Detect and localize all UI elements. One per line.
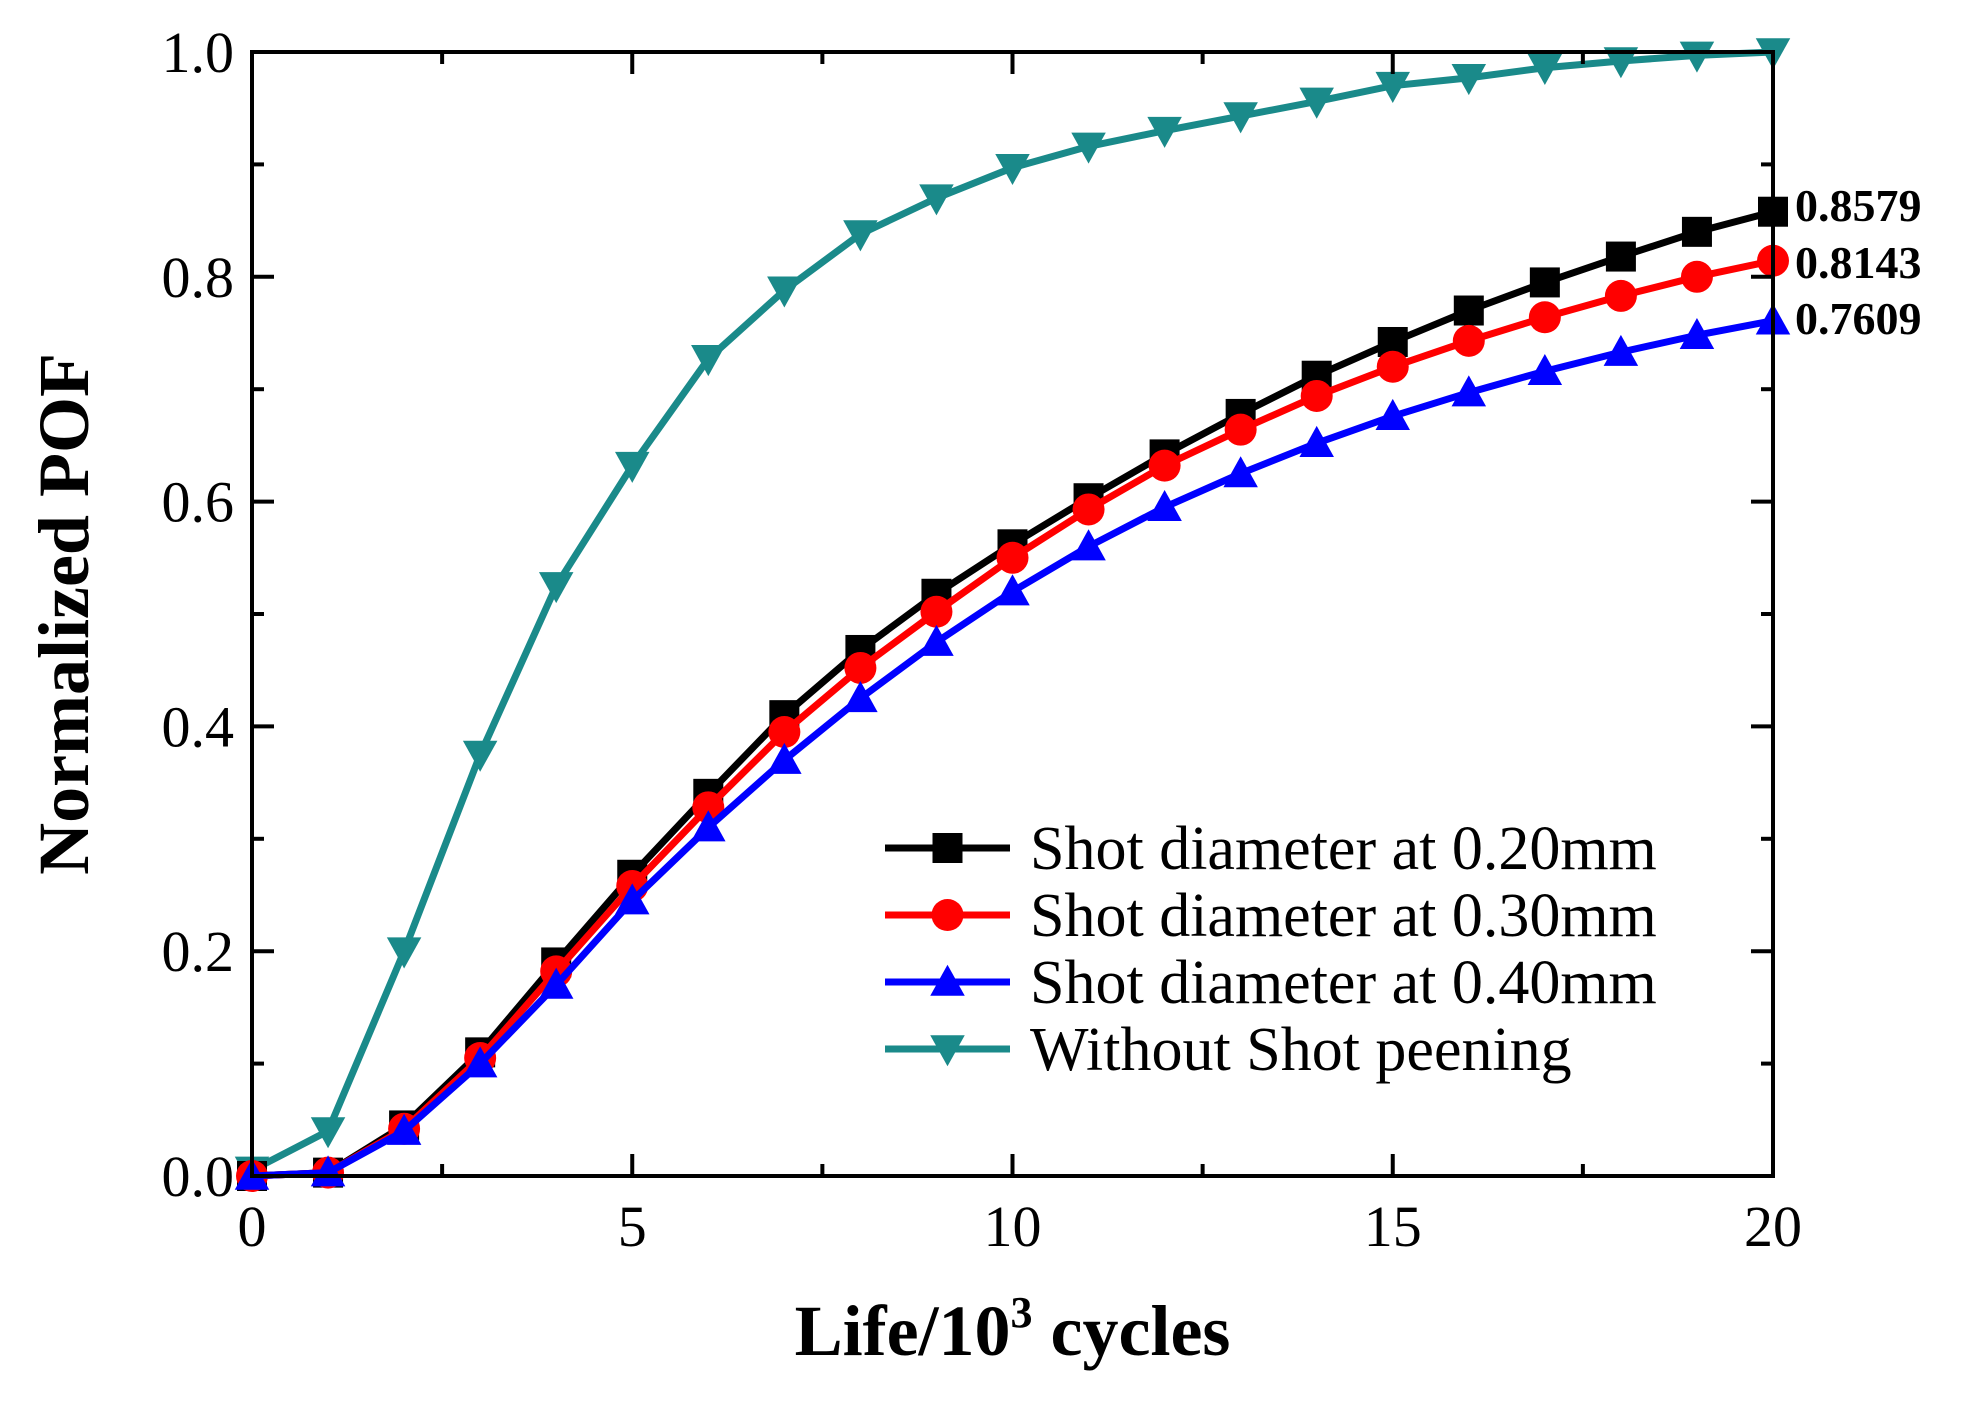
series-2-point [1148, 449, 1181, 482]
series-3-point [615, 883, 650, 915]
series-2-point [692, 791, 725, 824]
y-tick-label: 0.6 [162, 470, 235, 535]
series-1-point [1605, 241, 1636, 272]
series-1-point [1453, 295, 1484, 326]
x-tick-label: 15 [1364, 1194, 1422, 1259]
y-axis-title: Normalized POF [24, 353, 104, 875]
series-2-point [1300, 379, 1333, 412]
series-4-point [1527, 53, 1563, 85]
series-2-point [1528, 301, 1561, 334]
series-2-point [1072, 493, 1105, 526]
series-3-point [538, 967, 574, 999]
series-4-point [691, 345, 726, 377]
series-4-point [615, 451, 650, 483]
y-tick-label: 0.4 [162, 694, 235, 759]
y-tick-label: 0.0 [162, 1144, 235, 1209]
series-3-point [691, 810, 726, 842]
legend-entry-4: Without Shot peening [885, 1016, 1572, 1084]
legend-entry-3: Shot diameter at 0.40mm [885, 949, 1657, 1017]
series-1-point [1529, 267, 1560, 298]
series-3-point [919, 624, 954, 656]
series-1-point [1681, 216, 1712, 247]
series-2-point [1224, 413, 1257, 446]
series-3-point [1679, 317, 1715, 350]
series-4-point [538, 572, 574, 604]
legend-marker [931, 899, 964, 931]
series-3-point [462, 1046, 498, 1078]
end-value-label: 0.8143 [1795, 237, 1922, 288]
series-4-point [995, 153, 1030, 186]
x-tick-label: 0 [238, 1194, 267, 1259]
series-4-point [1147, 116, 1182, 148]
series-3-point [767, 742, 802, 774]
legend-marker [932, 833, 963, 863]
legend-label: Without Shot peening [1030, 1016, 1572, 1084]
series-4-point [1071, 132, 1106, 164]
x-tick-label: 20 [1744, 1194, 1802, 1259]
series-2-point [1452, 324, 1485, 357]
series-3-point [1071, 529, 1106, 561]
y-tick-label: 0.8 [162, 245, 235, 310]
series-3-point [1603, 334, 1639, 366]
x-tick-label: 5 [618, 1194, 647, 1259]
end-value-label: 0.8579 [1795, 180, 1922, 231]
series-2 [236, 244, 1789, 1192]
end-value-label: 0.7609 [1795, 293, 1922, 344]
series-4-point [919, 184, 954, 216]
y-tick-label: 0.2 [162, 919, 235, 984]
series-2-point [920, 595, 953, 628]
legend-entry-1: Shot diameter at 0.20mm [885, 815, 1657, 883]
series-4-point [843, 220, 878, 252]
series-3-point [1223, 456, 1258, 488]
series-3-point [1375, 398, 1410, 430]
series-3-point [386, 1113, 422, 1145]
series-4-point [462, 740, 498, 772]
series-4-point [310, 1117, 346, 1149]
series-3-point [843, 681, 878, 713]
legend-label: Shot diameter at 0.30mm [1030, 882, 1657, 950]
series-3-point [1451, 375, 1487, 407]
x-tick-label: 10 [984, 1194, 1042, 1259]
legend-label: Shot diameter at 0.20mm [1030, 815, 1657, 883]
series-3-point [1147, 489, 1182, 522]
series-4-point [1299, 87, 1334, 119]
legend-label: Shot diameter at 0.40mm [1030, 949, 1657, 1017]
series-4-point [1223, 102, 1258, 134]
axes: 0 5 10 15 20 0.0 0.2 0.4 0.6 0.8 1.0 Life/103 cycle… [24, 20, 1802, 1371]
legend-marker [930, 1035, 965, 1067]
x-axis-title: Life/103 cycles [795, 1288, 1231, 1371]
series-2-point [768, 716, 801, 749]
series-3-point [1527, 353, 1563, 386]
series-3-point [1299, 425, 1334, 457]
series-4-point [1451, 64, 1487, 96]
series-2-point [996, 541, 1029, 574]
series-4-point [767, 276, 802, 308]
x-axis-title-main: Life/10 [795, 1291, 1011, 1371]
y-tick-label: 1.0 [162, 20, 235, 85]
x-axis-title-superscript: 3 [1011, 1288, 1033, 1337]
series-3-point [995, 574, 1030, 606]
series-4-point [1679, 41, 1715, 73]
series-4 [234, 38, 1791, 1188]
series-3-point [310, 1155, 346, 1187]
legend-marker [930, 964, 965, 996]
series-4-point [1375, 71, 1410, 103]
series-2-point [1680, 260, 1713, 293]
x-axis-title-tail: cycles [1033, 1291, 1231, 1371]
series-4-point [1603, 47, 1639, 79]
series-2-point [1604, 279, 1637, 312]
series-2-point [1376, 350, 1409, 383]
legend-entry-2: Shot diameter at 0.30mm [885, 882, 1657, 950]
series-4-point [386, 937, 422, 969]
series-2-point [844, 651, 877, 684]
